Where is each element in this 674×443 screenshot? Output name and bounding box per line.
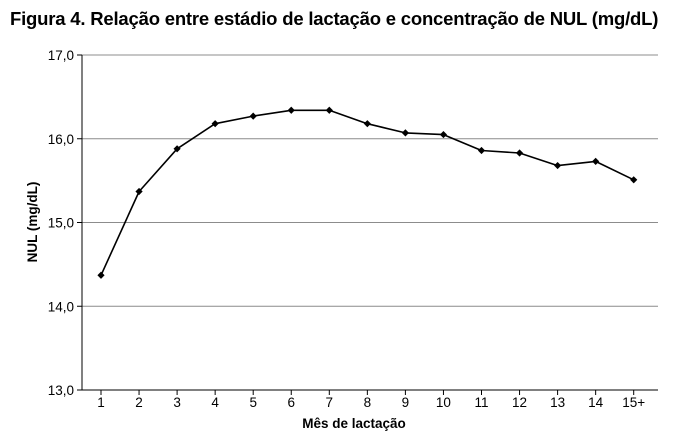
data-point-6: [287, 106, 295, 114]
y-axis-title: NUL (mg/dL): [25, 182, 40, 263]
data-point-7: [325, 106, 333, 114]
x-tick-label-6: 7: [326, 395, 334, 410]
x-tick-label-4: 5: [249, 395, 257, 410]
data-point-5: [249, 112, 257, 120]
data-point-3: [173, 145, 181, 153]
y-tick-label-3: 16,0: [48, 132, 74, 147]
data-point-2: [135, 187, 143, 196]
x-tick-label-3: 4: [211, 395, 219, 410]
data-point-11: [477, 146, 486, 155]
data-point-12: [515, 149, 524, 157]
x-tick-labels: 1 2 3 4 5 6 7 8 9 10 11 12 13 14 15+: [97, 395, 645, 410]
x-tick-label-1: 2: [135, 395, 143, 410]
x-axis-title: Mês de lactação: [302, 416, 406, 431]
x-tick-label-5: 6: [287, 395, 295, 410]
axes: [77, 54, 658, 395]
data-point-14: [592, 157, 600, 165]
y-tick-label-1: 14,0: [48, 299, 74, 314]
y-tick-label-2: 15,0: [48, 216, 74, 231]
series-line-0: [100, 109, 635, 276]
x-tick-label-14: 15+: [622, 395, 645, 410]
data-point-1: [97, 271, 105, 279]
x-tick-label-7: 8: [364, 395, 372, 410]
x-tick-label-13: 14: [588, 395, 604, 410]
y-tick-label-4: 17,0: [48, 48, 74, 63]
y-tick-label-0: 13,0: [48, 383, 74, 398]
data-point-13: [554, 161, 562, 170]
chart-title: Figura 4. Relação entre estádio de lacta…: [10, 8, 659, 29]
x-tick-label-2: 3: [173, 395, 181, 410]
series: [97, 106, 638, 279]
data-point-15+: [630, 176, 638, 184]
data-point-10: [439, 130, 448, 139]
y-tick-labels: 13,0 14,0 15,0 16,0 17,0: [48, 48, 74, 398]
x-tick-label-8: 9: [402, 395, 410, 410]
x-tick-label-10: 11: [474, 395, 488, 410]
x-tick-label-0: 1: [97, 395, 105, 410]
x-tick-label-12: 13: [550, 395, 565, 410]
data-point-9: [401, 129, 409, 137]
x-tick-label-9: 10: [436, 395, 451, 410]
grid-lines: [82, 54, 658, 307]
data-point-4: [211, 120, 219, 128]
data-point-8: [363, 120, 371, 128]
x-tick-label-11: 12: [512, 395, 527, 410]
